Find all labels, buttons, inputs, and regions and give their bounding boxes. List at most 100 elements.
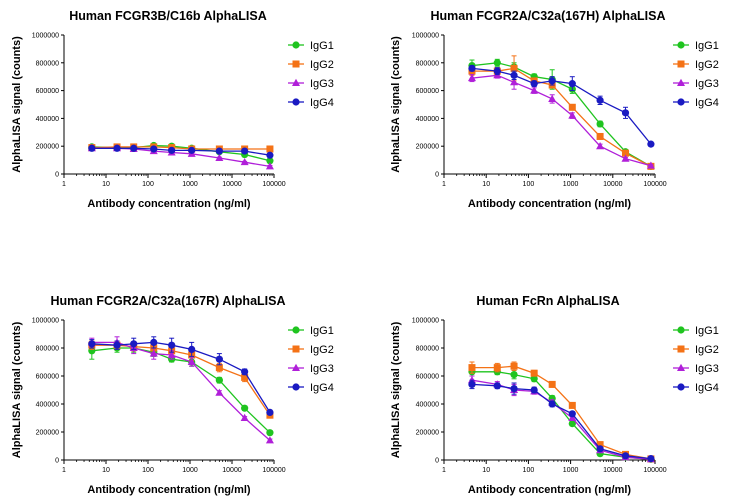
legend-marker [677,383,685,391]
legend-marker [292,345,300,353]
data-point [510,362,518,370]
x-tick-label: 1000 [182,467,198,474]
data-point [88,340,96,348]
series-igg2 [468,361,655,463]
data-point [241,368,249,376]
chart-title: Human FCGR2A/C32a(167R) AlphaLISA [51,294,286,308]
data-point [621,154,630,162]
data-point [88,144,96,152]
legend-marker [292,60,300,68]
x-tick-label: 1000 [563,181,579,188]
data-point [215,376,223,384]
y-tick-label: 200000 [416,144,439,151]
data-point [493,382,501,390]
legend-label: IgG2 [310,59,334,71]
y-tick-label: 1000000 [32,33,59,40]
data-point [621,109,630,117]
data-point [596,441,604,449]
data-point [215,364,223,372]
data-point [215,355,223,363]
data-point [215,147,223,155]
data-point [187,357,196,365]
x-tick-label: 100 [523,467,535,474]
data-point [510,371,518,379]
chart-panel-3: Human FCGR2A/C32a(167R) AlphaLISA 0 200000… [11,294,334,496]
legend-label: IgG3 [310,78,334,90]
data-point [467,73,476,82]
data-point [265,436,274,444]
data-point [646,161,655,169]
y-tick-label: 600000 [416,88,439,95]
data-point [568,401,576,409]
series-igg4 [88,144,274,159]
legend-label: IgG4 [310,97,334,109]
x-tick-label: 1000 [563,467,579,474]
legend-label: IgG4 [695,97,719,109]
data-point [568,413,577,421]
y-tick-label: 400000 [36,116,59,123]
legend-marker [292,383,300,391]
data-point [530,386,538,394]
data-point [596,96,604,104]
data-point [548,380,556,388]
legend-label: IgG1 [695,325,719,337]
data-point [530,80,538,88]
y-tick-label: 1000000 [412,33,439,40]
series-line [472,365,652,460]
y-tick-label: 0 [435,458,439,465]
x-tick-label: 100000 [262,467,285,474]
series-line [91,341,271,441]
x-tick-label: 100 [523,181,535,188]
data-point [266,145,274,153]
y-tick-label: 200000 [36,144,59,151]
chart-title: Human FCGR2A/C32a(167H) AlphaLISA [431,9,666,23]
y-tick-label: 1000000 [32,318,59,325]
data-point [241,404,249,412]
data-point [113,144,121,152]
data-point [568,103,576,111]
x-tick-label: 10 [482,467,490,474]
x-tick-label: 1000 [182,181,198,188]
data-point [130,144,138,152]
legend-label: IgG3 [695,363,719,375]
x-tick-label: 10 [102,467,110,474]
data-point [510,78,519,86]
chart-panel-4: Human FcRn AlphaLISA 0 200000 400000 600000 8… [390,294,719,496]
data-point [168,146,176,154]
legend-marker [677,78,685,86]
data-point [568,410,576,418]
legend-label: IgG1 [310,325,334,337]
legend-label: IgG1 [310,40,334,52]
data-point [493,59,501,67]
data-point [215,153,224,162]
data-point [493,364,501,372]
y-tick-label: 400000 [36,402,59,409]
y-tick-label: 1000000 [412,318,439,325]
series-igg4 [468,379,655,463]
data-point [510,385,518,393]
legend-marker [677,326,685,334]
data-point [530,86,539,94]
legend-marker [292,98,300,106]
x-axis-label: Antibody concentration (ng/ml) [87,198,250,210]
y-axis-label: AlphaLISA signal (counts) [390,321,402,458]
data-point [468,364,476,372]
legend-marker [292,41,300,49]
x-tick-label: 100 [142,181,154,188]
x-tick-label: 10000 [603,181,623,188]
series-igg4 [468,64,655,148]
y-tick-label: 400000 [416,116,439,123]
data-point [622,149,630,157]
series-igg1 [88,341,274,437]
legend-label: IgG1 [695,40,719,52]
data-point [510,64,518,72]
data-point [188,146,196,154]
data-point [188,345,196,353]
x-tick-label: 10 [102,181,110,188]
data-point [467,376,476,384]
data-point [548,77,556,85]
x-tick-label: 10000 [603,467,623,474]
data-point [621,452,630,460]
data-point [266,151,274,159]
